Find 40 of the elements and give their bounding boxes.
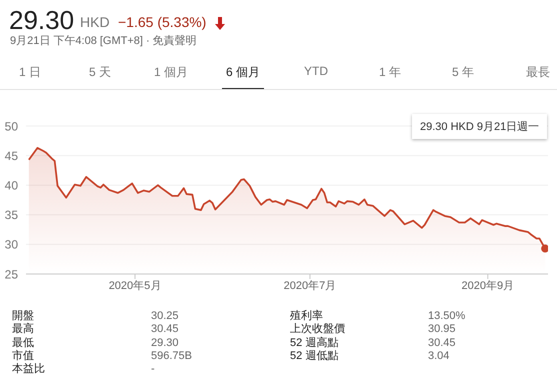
text: 52 週低點 [290, 350, 338, 363]
text: 30.45 [428, 336, 456, 350]
x-tick-label: 2020年9月 [461, 280, 514, 292]
text: 30.45 [151, 323, 179, 336]
text: 殖利率 [290, 310, 323, 323]
text: YTD [303, 64, 329, 78]
text: 6 個月 [224, 64, 261, 81]
text: 上次收盤價 [290, 323, 345, 336]
annotation: 29.30 HKD 9月21日週一 [412, 114, 548, 139]
y-tick-label: 45 [4, 148, 18, 163]
text: 30.25 [151, 310, 179, 323]
text: 596.75B [151, 350, 192, 363]
text: −1.65 (5.33%) [118, 14, 206, 30]
x-tick-label: 2020年7月 [284, 280, 336, 292]
text: 3.04 [428, 350, 450, 363]
x-tick-label: 2020年5月 [108, 280, 162, 292]
text: 29.30 [151, 336, 179, 350]
text: 市值 [12, 350, 34, 363]
text: 5 天 [88, 64, 112, 81]
text: 30.95 [428, 323, 456, 336]
y-tick-label: 50 [4, 119, 18, 134]
text: 最長 [525, 64, 551, 81]
y-tick-label: 35 [4, 208, 18, 222]
y-tick-label: 25 [4, 267, 18, 282]
text: 29.30 [9, 5, 74, 35]
text: 本益比 [12, 363, 45, 376]
text: 最高 [12, 323, 34, 336]
text: - [151, 363, 155, 376]
y-tick-label: 30 [4, 238, 18, 252]
text: 13.50% [428, 310, 466, 323]
text: 1 個月 [152, 64, 189, 81]
text: 9月21日 下午4:08 [GMT+8] · 免責聲明 [10, 34, 197, 48]
text: HKD [80, 14, 110, 30]
text: 1 年 [378, 64, 402, 81]
text: 開盤 [12, 310, 34, 322]
text: 52 週高點 [290, 336, 338, 350]
text: 最低 [12, 336, 34, 350]
y-tick-label: 40 [4, 178, 18, 192]
text: 1 日 [18, 64, 42, 81]
text: 5 年 [450, 64, 475, 81]
